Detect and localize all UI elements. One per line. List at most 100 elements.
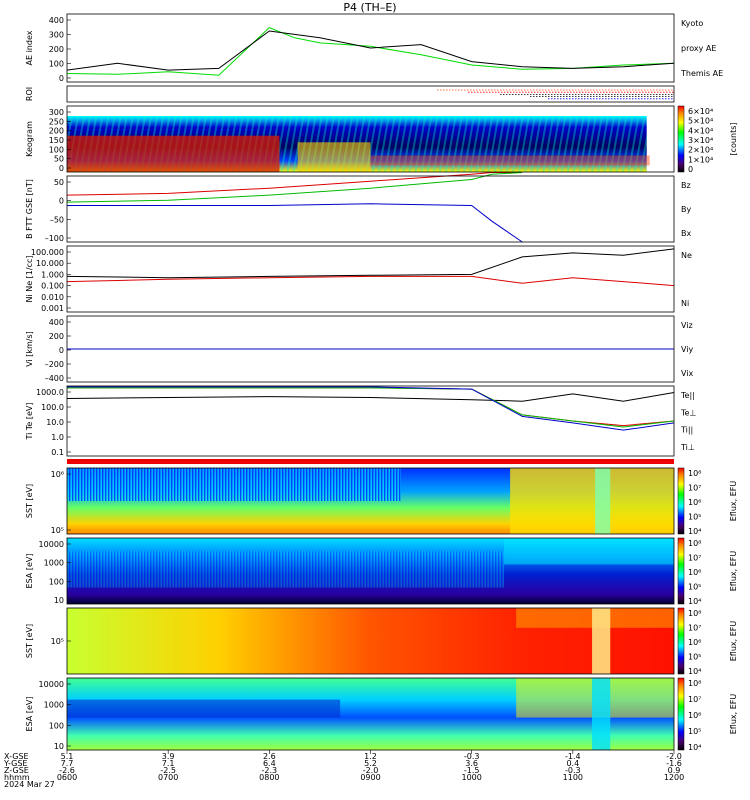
- sst_i-colorbar: [677, 467, 685, 535]
- sst_e-colorbar-tick: 10⁷: [688, 624, 701, 633]
- sst_e-colorbar-tick: 10⁴: [688, 667, 701, 676]
- temperature-legend-3: Ti⊥: [680, 443, 695, 452]
- bfield-legend-2: Bx: [681, 229, 691, 238]
- bfield-legend-0: Bz: [681, 181, 691, 190]
- esa_e-colorbar-tick: 10⁴: [688, 743, 701, 752]
- esa_e-ytick: 10000: [39, 680, 64, 689]
- footer-tick-y: 3.6: [465, 759, 478, 768]
- keogram-colorbar-tick: 2×10⁴: [688, 146, 713, 155]
- sst_e-colorbar: [677, 607, 685, 675]
- temperature-series-3: [67, 386, 675, 431]
- temperature-ytick: 10.0: [46, 418, 64, 427]
- sst_i-frame: [66, 467, 675, 535]
- roi-frame: [66, 85, 675, 103]
- ae-ytick: 0: [59, 74, 64, 83]
- sst_i-colorbar-tick: 10⁶: [688, 498, 701, 507]
- footer-row-label: Y-GSE: [3, 759, 27, 768]
- sst_e-colorbar-tick: 10⁶: [688, 638, 701, 647]
- esa_e-colorbar-tick: 10⁶: [688, 711, 701, 720]
- footer-row-label: hhmm: [4, 773, 30, 782]
- footer-row-label: X-GSE: [4, 752, 29, 761]
- temperature-series-2: [67, 387, 675, 428]
- esa_i-colorbar: [677, 537, 685, 605]
- esa_i-colorbar-tick: 10⁵: [688, 583, 701, 592]
- bfield-series-1: [66, 172, 523, 203]
- keogram-ytick: 250: [49, 117, 64, 126]
- footer-tick-z: -2.3: [262, 766, 278, 775]
- temperature-legend-2: Ti||: [680, 426, 693, 435]
- velocity-legend-1: Viy: [681, 345, 694, 354]
- keogram-ytick: 100: [49, 145, 64, 154]
- esa_e-colorbar-tick: 10⁷: [688, 695, 701, 704]
- sst_i-colorbar-unit: Eflux, EFU: [729, 481, 738, 522]
- bfield-ytick: 50: [54, 178, 64, 187]
- esa_i-spectrogram: [67, 538, 674, 604]
- sst_i-colorbar-tick: 10⁸: [688, 469, 701, 478]
- velocity-ytick: 400: [49, 318, 64, 327]
- footer-tick-z: -2.5: [160, 766, 176, 775]
- keogram-colorbar-tick: 5×10⁴: [688, 117, 713, 126]
- footer-tick-x: -2.0: [666, 752, 682, 761]
- esa_i-colorbar-unit: Eflux, EFU: [729, 551, 738, 592]
- keogram-colorbar-tick: 0: [688, 165, 693, 174]
- keogram-colorbar-tick: 6×10⁴: [688, 107, 713, 116]
- footer-tick-z: -1.5: [464, 766, 480, 775]
- density-legend-0: Ne: [681, 251, 692, 260]
- footer-tick-x: 5.1: [61, 752, 74, 761]
- bfield-ytick: 0: [59, 197, 64, 206]
- keogram-ytick: 200: [49, 127, 64, 136]
- bfield-ytick: –100: [45, 234, 64, 243]
- esa_i-ytick: 10000: [39, 540, 64, 549]
- ae-ytick: 200: [49, 45, 64, 54]
- sst_e-colorbar-tick: 10⁵: [688, 653, 701, 662]
- density-ytick: 0.001: [41, 304, 64, 313]
- esa_e-ytick: 100: [49, 721, 64, 730]
- footer-tick-t: 0600: [57, 773, 77, 782]
- footer-tick-z: -0.3: [565, 766, 581, 775]
- esa_i-frame: [66, 537, 675, 605]
- bfield-ytick: –50: [50, 215, 64, 224]
- footer-tick-x: -1.4: [565, 752, 581, 761]
- footer-tick-y: 0.4: [566, 759, 579, 768]
- sst_e-colorbar-unit: Eflux, EFU: [729, 621, 738, 662]
- bfield-frame: [66, 175, 675, 243]
- temperature-legend-1: Te⊥: [680, 408, 696, 417]
- temperature-ytick: 0.1: [51, 448, 64, 457]
- esa_i-colorbar-tick: 10⁸: [688, 539, 701, 548]
- footer-tick-t: 1100: [563, 773, 583, 782]
- keogram-ytick: 50: [54, 155, 64, 164]
- keogram-ytick: 300: [49, 108, 64, 117]
- esa_i-ytick: 100: [49, 577, 64, 586]
- density-ylabel: Ni Ne [1/cc]: [25, 255, 34, 302]
- temperature-ylabel: Ti Te [eV]: [25, 402, 34, 440]
- density-ytick: 10.000: [36, 259, 64, 268]
- sst_e-ylabel: SST [eV]: [25, 624, 34, 658]
- esa_e-colorbar-unit: Eflux, EFU: [729, 694, 738, 735]
- ae-ytick: 100: [49, 60, 64, 69]
- keogram-ytick: 150: [49, 136, 64, 145]
- bfield-ylabel: B FTT GSE [nT]: [25, 179, 34, 239]
- footer-tick-y: -1.6: [666, 759, 682, 768]
- keogram-colorbar-unit: [counts]: [729, 123, 738, 156]
- temperature-legend-0: Te||: [680, 391, 695, 400]
- footer-tick-t: 1000: [461, 773, 481, 782]
- temperature-series-1: [67, 387, 675, 427]
- roi-ylabel: ROI: [25, 87, 34, 101]
- sst_i-ytick: 10⁵: [51, 526, 64, 535]
- sst_i-ytick: 10⁶: [51, 470, 64, 479]
- esa_e-colorbar: [677, 677, 685, 751]
- ae-ytick: 300: [49, 31, 64, 40]
- velocity-legend-2: Vix: [681, 369, 694, 378]
- velocity-ytick: –200: [45, 360, 64, 369]
- footer-tick-z: -2.6: [59, 766, 75, 775]
- footer-tick-x: 1.2: [364, 752, 377, 761]
- ae-frame: [66, 13, 675, 83]
- footer-tick-t: 0800: [259, 773, 279, 782]
- density-ytick: 0.010: [41, 293, 64, 302]
- esa_i-ylabel: ESA [eV]: [25, 554, 34, 589]
- footer-tick-x: -0.3: [464, 752, 480, 761]
- ae-legend-2: Themis AE: [680, 69, 723, 78]
- keogram-colorbar-tick: 3×10⁴: [688, 136, 713, 145]
- ae-ylabel: AE index: [25, 30, 34, 65]
